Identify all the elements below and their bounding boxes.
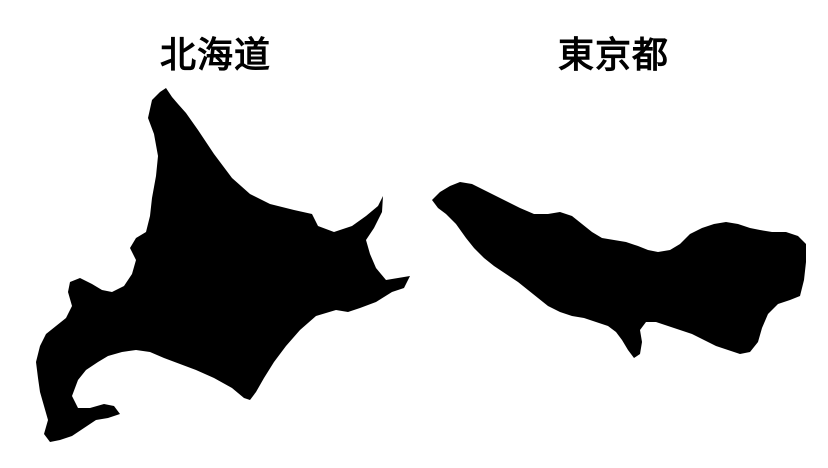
hokkaido-label: 北海道 [160,35,272,76]
tokyo-shape[interactable] [432,182,806,358]
tokyo-label: 東京都 [558,35,670,76]
hokkaido-shape[interactable] [36,88,410,442]
